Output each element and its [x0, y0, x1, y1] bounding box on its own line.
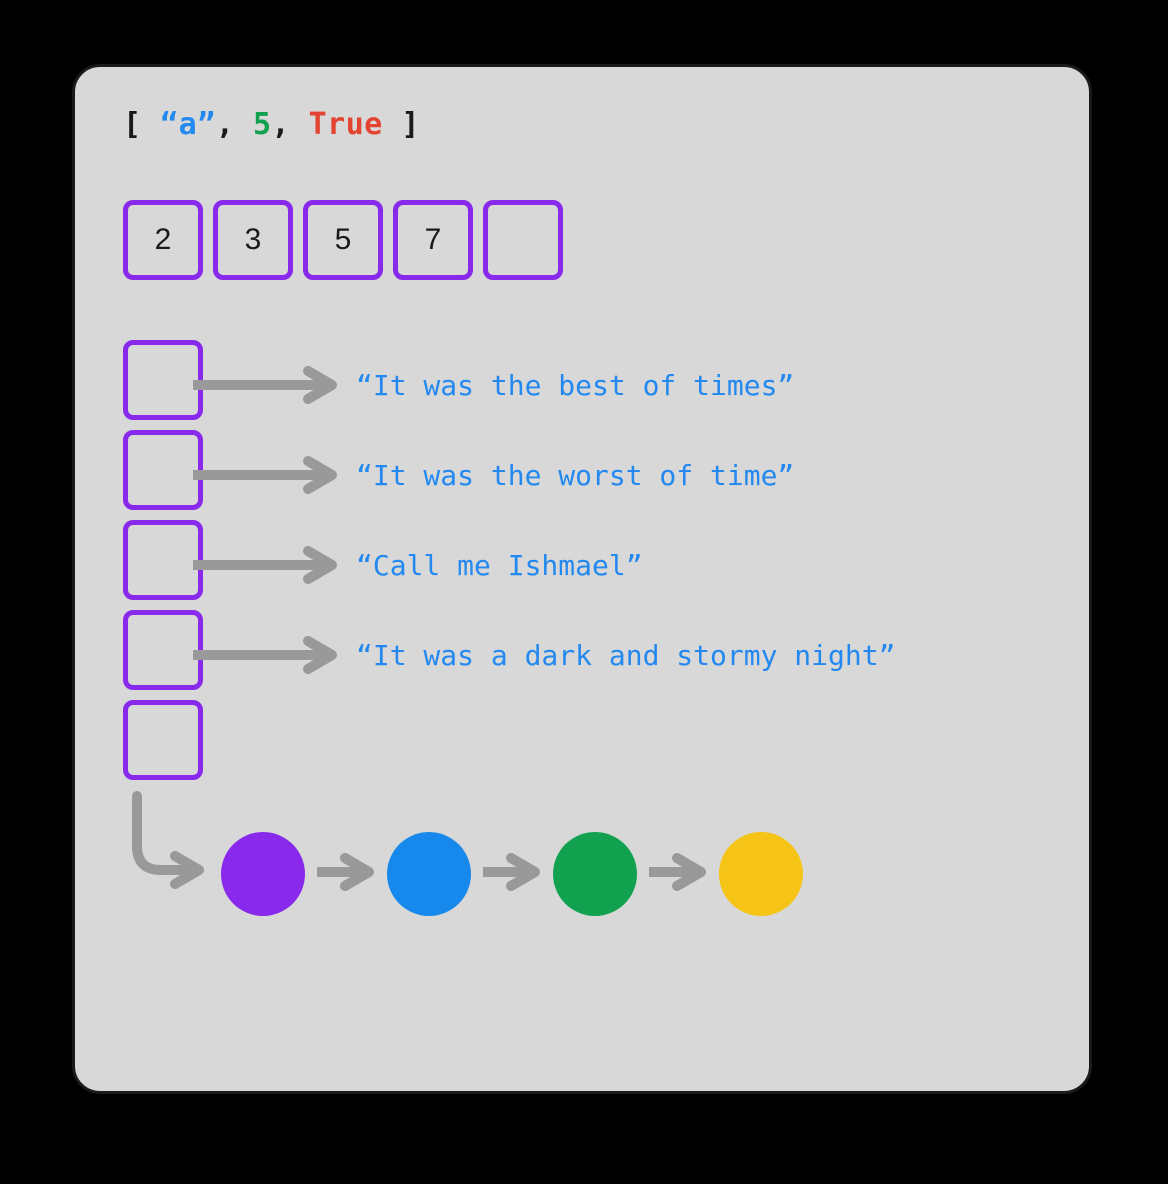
- pointer-row: “Call me Ishmael”: [193, 520, 895, 610]
- code-token-bracket: ]: [383, 107, 420, 142]
- arrow-right-icon: [649, 852, 707, 896]
- pointer-row: “It was the best of times”: [193, 340, 895, 430]
- pointer-cell: [123, 340, 203, 420]
- array-cell: [483, 200, 563, 280]
- arrow-right-icon: [317, 852, 375, 896]
- array-cell: 5: [303, 200, 383, 280]
- code-token-comma: ,: [272, 107, 309, 142]
- pointer-row: “It was a dark and stormy night”: [193, 610, 895, 700]
- arrow-right-icon: [193, 545, 338, 585]
- arrow-right-icon: [483, 852, 541, 896]
- array-cell: 7: [393, 200, 473, 280]
- array-row: 2357: [123, 200, 1041, 280]
- linked-list-node: [553, 832, 637, 916]
- code-token-bool: True: [309, 107, 383, 142]
- code-token-number: 5: [253, 107, 272, 142]
- pointer-label: “It was the worst of time”: [356, 459, 794, 492]
- pointer-cell: [123, 700, 203, 780]
- linked-list-node: [719, 832, 803, 916]
- linked-list-row: [119, 832, 1041, 916]
- pointer-label: “It was the best of times”: [356, 369, 794, 402]
- pointer-cell: [123, 520, 203, 600]
- pointer-column: [123, 340, 203, 780]
- diagram-panel: [ “a”, 5, True ] 2357 “It was the best o…: [72, 64, 1092, 1094]
- arrow-right-icon: [193, 365, 338, 405]
- array-cell: 3: [213, 200, 293, 280]
- code-literal: [ “a”, 5, True ]: [123, 107, 1041, 142]
- pointer-label: “Call me Ishmael”: [356, 549, 643, 582]
- pointer-label: “It was a dark and stormy night”: [356, 639, 895, 672]
- code-token-bracket: [: [123, 107, 160, 142]
- code-token-comma: ,: [216, 107, 253, 142]
- curved-arrow-icon: [119, 790, 209, 904]
- pointer-row: “It was the worst of time”: [193, 430, 895, 520]
- arrow-right-icon: [193, 455, 338, 495]
- pointer-array-section: “It was the best of times” “It was the wo…: [123, 340, 1041, 780]
- pointer-cell: [123, 610, 203, 690]
- linked-list-node: [221, 832, 305, 916]
- linked-list-node: [387, 832, 471, 916]
- pointer-labels: “It was the best of times” “It was the wo…: [193, 340, 895, 780]
- array-cell: 2: [123, 200, 203, 280]
- code-token-string: “a”: [160, 107, 216, 142]
- pointer-cell: [123, 430, 203, 510]
- arrow-right-icon: [193, 635, 338, 675]
